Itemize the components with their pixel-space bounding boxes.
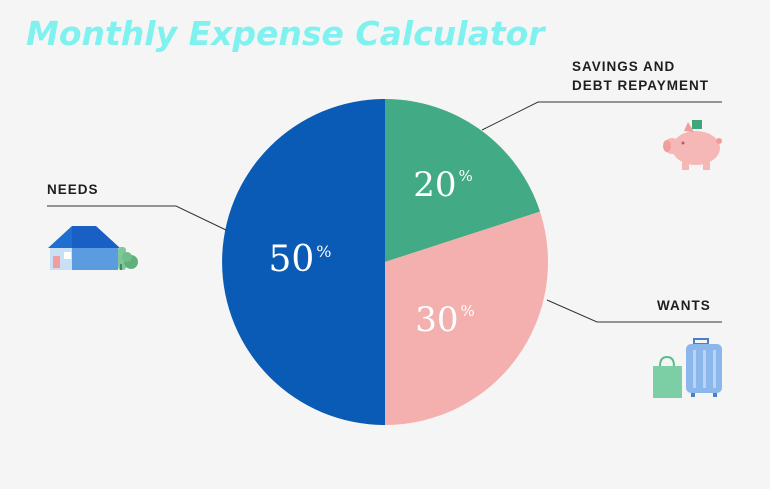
savings-leader-line: [481, 101, 722, 131]
savings-label: SAVINGS AND DEBT REPAYMENT: [572, 57, 709, 95]
wants-label: WANTS: [657, 298, 711, 313]
needs-percent-label: 50%: [268, 239, 331, 280]
pie-slices: [222, 99, 548, 425]
wants-percent-label: 30%: [415, 300, 475, 340]
needs-label: NEEDS: [47, 182, 99, 197]
wants-leader-line: [546, 299, 722, 323]
savings-label-line1: SAVINGS AND: [572, 59, 676, 74]
percent-labels: 20 % 30 % 50%: [268, 165, 474, 340]
needs-leader-line: [47, 205, 227, 231]
savings-label-line2: DEBT REPAYMENT: [572, 78, 710, 93]
page-title: Monthly Expense Calculator: [26, 14, 545, 53]
wants-slice: [385, 211, 548, 425]
savings-slice: [385, 99, 541, 262]
savings-percent-label: 20%: [413, 165, 473, 205]
piggy-bank-icon: [663, 120, 722, 170]
house-icon: [48, 226, 138, 270]
needs-slice: [222, 99, 385, 425]
shopping-bag-and-luggage-icon: [653, 338, 722, 398]
